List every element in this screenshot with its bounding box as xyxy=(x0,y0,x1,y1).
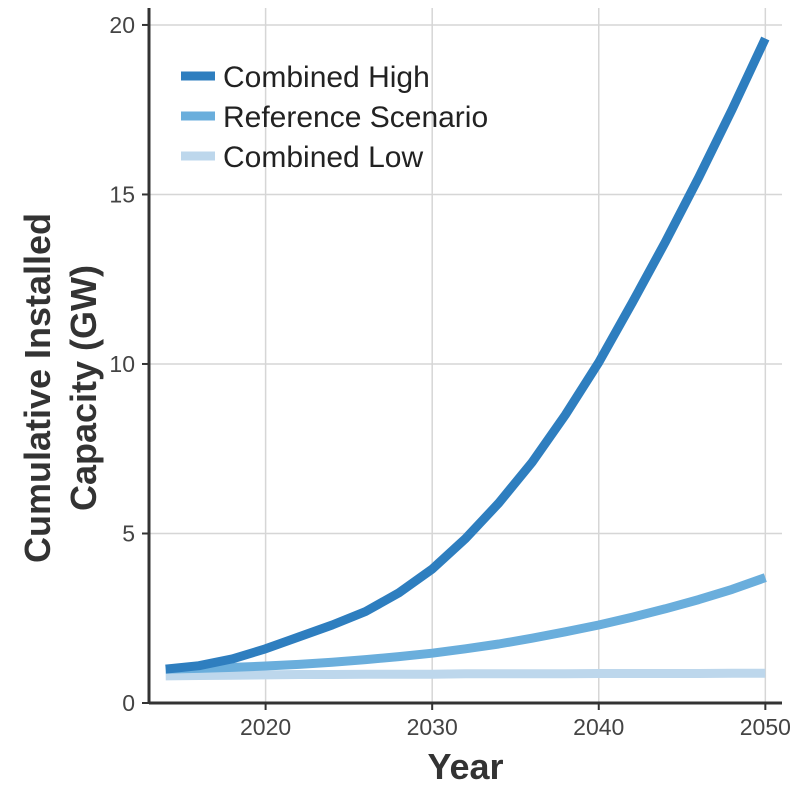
series-line-reference-scenario xyxy=(165,573,767,674)
y-tick-label: 10 xyxy=(109,351,135,377)
legend: Combined High Reference Scenario Combined … xyxy=(181,61,488,174)
x-tick-labels: 2020 2030 2040 2050 xyxy=(240,703,791,740)
axes xyxy=(147,8,782,705)
x-axis-title: Year xyxy=(427,746,503,786)
y-axis-title-line: Cumulative Installed xyxy=(17,213,58,563)
y-tick-label: 0 xyxy=(122,690,135,716)
series-layer xyxy=(165,36,770,681)
x-tick-label: 2030 xyxy=(407,714,458,740)
x-tick-label: 2050 xyxy=(740,714,791,740)
legend-label-combined-high: Combined High xyxy=(223,61,430,94)
y-tick-labels: 0 5 10 15 20 xyxy=(109,12,149,716)
series-line-combined-low xyxy=(165,668,766,681)
y-tick-label: 5 xyxy=(122,520,135,546)
legend-label-reference-scenario: Reference Scenario xyxy=(223,101,488,134)
x-tick-label: 2020 xyxy=(240,714,291,740)
series-line-combined-high xyxy=(165,36,770,674)
y-tick-label: 15 xyxy=(109,181,135,207)
legend-label-combined-low: Combined Low xyxy=(223,141,423,174)
y-axis-title: Cumulative Installed Capacity (GW) xyxy=(17,213,104,563)
y-axis-title-line: Capacity (GW) xyxy=(63,265,104,511)
x-tick-label: 2040 xyxy=(573,714,624,740)
y-tick-label: 20 xyxy=(109,12,135,38)
